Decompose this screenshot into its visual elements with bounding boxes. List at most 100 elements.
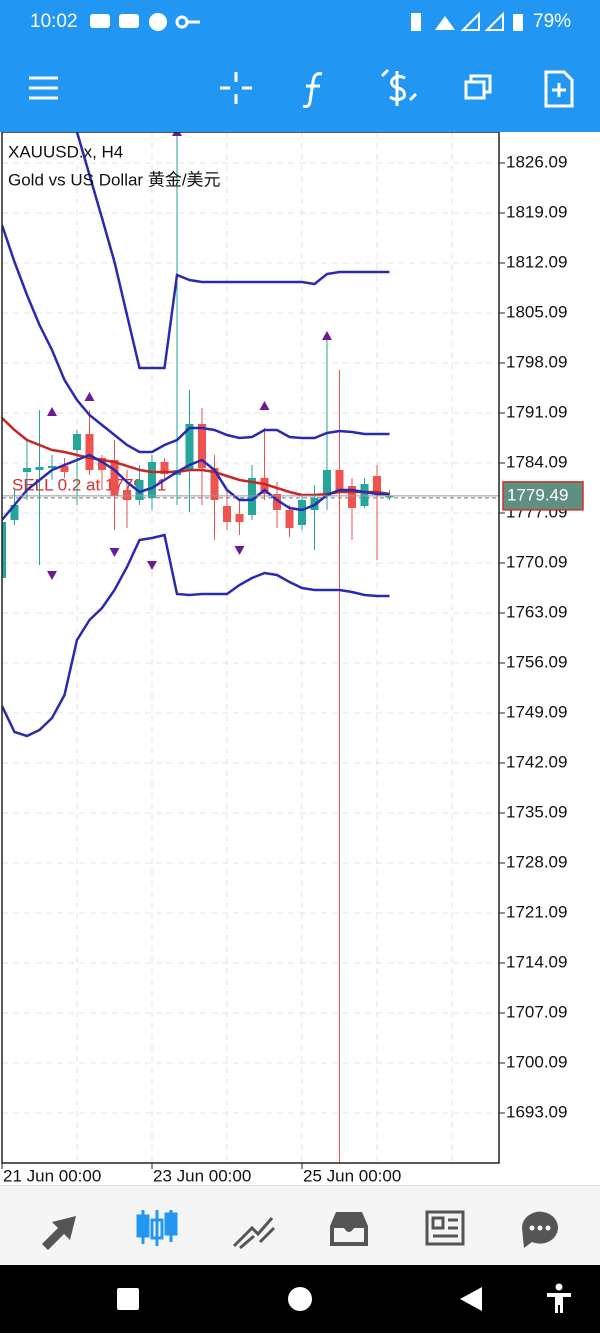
fractal-arrow (234, 546, 245, 555)
candle-body (248, 478, 256, 515)
y-tick-label: 1707.09 (506, 1002, 567, 1021)
crosshair-button[interactable] (220, 72, 252, 104)
y-tick-label: 1728.09 (506, 852, 567, 871)
plot: SELL 0.2 at 1779.21 (2, 132, 499, 1163)
indicator-line (2, 417, 390, 497)
current-price-box (502, 481, 584, 511)
chart-title: XAUUSD.x, H4 (8, 142, 123, 161)
candle-body (385, 495, 394, 498)
y-tick-label: 1784.09 (506, 452, 567, 471)
bottom-navigation (0, 1185, 600, 1265)
candle-body (348, 486, 356, 508)
candle-body (2, 522, 6, 578)
grid (2, 132, 499, 1163)
fractal-arrow (47, 571, 57, 580)
y-tick-label: 1805.09 (506, 302, 567, 321)
candle-body (98, 458, 106, 470)
trade-button[interactable] (380, 68, 418, 106)
candle-body (60, 466, 69, 472)
back-button[interactable] (460, 1287, 482, 1311)
chart-tab[interactable] (136, 1210, 178, 1246)
fractal-arrow (84, 392, 95, 401)
chart-subtitle: Gold vs US Dollar 黄金/美元 (8, 170, 221, 189)
fractal-arrow (322, 331, 332, 340)
candle-body (135, 480, 144, 500)
candle-body (323, 470, 331, 496)
y-tick-label: 1714.09 (506, 952, 567, 971)
fractal-arrow (147, 561, 157, 570)
y-tick-label: 1756.09 (506, 652, 567, 671)
y-tick-label: 1798.09 (506, 352, 567, 371)
system-navigation (0, 1265, 600, 1333)
chart: SELL 0.2 at 1779.21 1826.09 1819.09 1812.0… (1, 132, 584, 1185)
windows-button[interactable] (464, 74, 492, 100)
recents-button[interactable] (117, 1288, 139, 1310)
candle-body (73, 434, 81, 450)
candle-body (335, 470, 344, 492)
trade-tab[interactable] (232, 1217, 276, 1250)
indicator-line (2, 224, 390, 454)
y-tick-label: 1742.09 (506, 752, 567, 771)
fractal-arrow (109, 548, 120, 557)
y-tick-label: 1700.09 (506, 1052, 567, 1071)
candle-body (35, 467, 44, 470)
candle-body (298, 500, 306, 525)
y-tick-label: 1826.09 (506, 152, 567, 171)
current-price-label: 1779.49 (507, 485, 568, 504)
y-tick-label: 1693.09 (506, 1102, 567, 1121)
history-tab[interactable] (330, 1212, 368, 1246)
candle-body (373, 476, 381, 494)
accessibility-button[interactable] (547, 1283, 571, 1314)
system-icons (411, 11, 523, 31)
candle-body (223, 506, 231, 522)
candle-body (210, 468, 219, 500)
y-tick-label: 1749.09 (506, 702, 567, 721)
candle-body (360, 484, 369, 506)
candle-body (48, 466, 56, 468)
candle-body (160, 462, 169, 474)
news-tab[interactable] (425, 1210, 465, 1246)
y-tick-label: 1812.09 (506, 252, 567, 271)
x-tick-label: 25 Jun 00:00 (303, 1166, 401, 1185)
y-tick-label: 1735.09 (506, 802, 567, 821)
indicator-line (2, 533, 390, 738)
home-button[interactable] (288, 1287, 312, 1311)
candle-body (23, 468, 31, 472)
candle-body (123, 490, 131, 500)
plot-frame (1, 132, 500, 1164)
menu-button[interactable] (29, 76, 58, 100)
candle-body (273, 494, 281, 510)
clock: 10:02 (30, 11, 78, 32)
quotes-tab[interactable] (42, 1216, 76, 1250)
y-tick-label: 1770.09 (506, 552, 567, 571)
x-tick-label: 21 Jun 00:00 (3, 1166, 101, 1185)
toolbar-icons (29, 68, 574, 108)
y-tick-label: 1791.09 (506, 402, 567, 421)
status-bar: 10:02 79% (0, 0, 600, 44)
plot-area (2, 132, 499, 1163)
candle-body (185, 424, 194, 470)
candle-body (148, 462, 156, 498)
candle-body (10, 505, 19, 520)
notification-icons (90, 13, 200, 31)
fractal-arrow (172, 132, 182, 136)
candle-body (260, 478, 269, 494)
new-order-button[interactable] (544, 70, 574, 108)
y-tick-label: 1819.09 (506, 202, 567, 221)
y-tick-label: 1763.09 (506, 602, 567, 621)
x-tick-label: 23 Jun 00:00 (153, 1166, 251, 1185)
sell-order-label: SELL 0.2 at 1779.21 (12, 475, 166, 494)
system-buttons (117, 1283, 571, 1314)
fractal-arrow (47, 407, 57, 416)
candle-body (235, 514, 244, 522)
candle-body (110, 460, 119, 496)
y-tick-label: 1721.09 (506, 902, 567, 921)
fractal-arrow (259, 401, 270, 410)
indicator-line (75, 132, 390, 370)
candle-body (198, 424, 206, 468)
indicator-line (2, 453, 390, 521)
indicators-button[interactable] (302, 72, 323, 108)
messages-tab[interactable] (521, 1211, 558, 1248)
candle-body (285, 510, 294, 528)
